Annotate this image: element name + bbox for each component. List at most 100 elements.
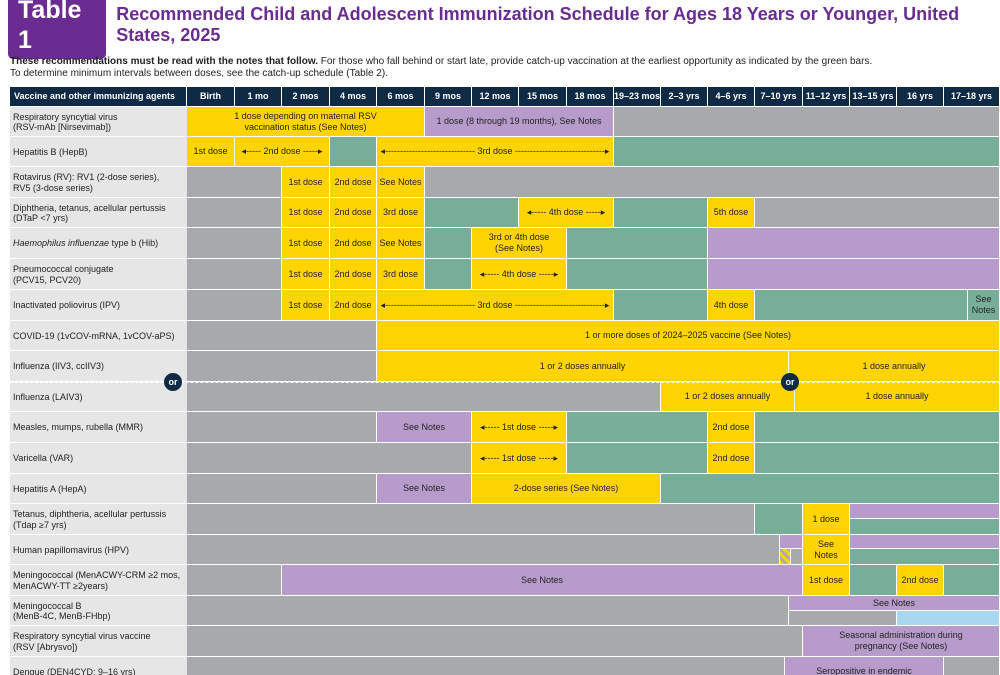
intro-text: These recommendations must be read with …: [10, 56, 995, 80]
cell-r16-c0: [187, 596, 789, 626]
page-title: Recommended Child and Adolescent Immuniz…: [116, 4, 960, 45]
cell-r6-c0: [187, 290, 282, 321]
cell-r15-c2: See Notes: [282, 565, 803, 596]
cell-r4-c8: [567, 228, 708, 259]
cell-r14-c12: [780, 535, 803, 549]
cell-r1-c1: ◂----- 2nd dose -----▸: [235, 137, 330, 167]
vaccine-column-header: Vaccine and other immunizing agents: [10, 87, 187, 106]
cell-r5-c2: 1st dose: [282, 259, 330, 290]
table-badge: Table 1: [8, 0, 107, 59]
row-label-bg: [10, 198, 187, 228]
age-header-6: 12 mos: [472, 87, 519, 106]
row-label-bg: [10, 228, 187, 259]
cell-r6-c12: [755, 290, 968, 321]
vaccine-label-17: Respiratory syncytial virus vaccine (RSV …: [13, 631, 151, 652]
cell-r14-c14: [850, 549, 1000, 565]
row-label-bg: [10, 321, 187, 351]
influenza-divider: [10, 382, 1000, 383]
age-header-16: 17–18 yrs: [944, 87, 1000, 106]
vaccine-label-6: Inactivated poliovirus (IPV): [13, 300, 121, 311]
cell-r9-c10: 1 or 2 doses annually: [661, 382, 795, 412]
cell-r13-c14: [850, 519, 1000, 535]
cell-r14-c14: [850, 535, 1000, 549]
cell-r17-c13: Seasonal administration during pregnancy…: [803, 626, 1000, 657]
age-header-15: 16 yrs: [897, 87, 944, 106]
age-header-5: 9 mos: [425, 87, 472, 106]
cell-r7-c4: 1 or more doses of 2024–2025 vaccine (Se…: [377, 321, 1000, 351]
vaccine-label-10: Measles, mumps, rubella (MMR): [13, 422, 144, 433]
cell-r4-c3: 2nd dose: [330, 228, 377, 259]
cell-r15-c14: [850, 565, 897, 596]
cell-r5-c8: [567, 259, 708, 290]
cell-r5-c3: 2nd dose: [330, 259, 377, 290]
cell-r5-c6: ◂----- 4th dose -----▸: [472, 259, 567, 290]
vaccine-label-1: Hepatitis B (HepB): [13, 146, 88, 157]
cell-r13-c12: [755, 504, 803, 535]
or-badge-left: or: [164, 373, 182, 391]
cell-r7-c0: [187, 321, 377, 351]
row-label-bg: [10, 504, 187, 535]
cell-r6-c4: ◂------------------------------ 3rd dose…: [377, 290, 614, 321]
cell-r10-c6: ◂----- 1st dose -----▸: [472, 412, 567, 443]
cell-r1-c4: ◂------------------------------ 3rd dose…: [377, 137, 614, 167]
age-header-11: 4–6 yrs: [708, 87, 755, 106]
cell-r3-c9: [614, 198, 708, 228]
schedule-table: Vaccine and other immunizing agents Birth…: [10, 87, 1000, 675]
cell-r1-c0: 1st dose: [187, 137, 235, 167]
intro-bold: These recommendations must be read with …: [10, 56, 319, 67]
cell-r18-c12: Seropositive in endemic: [785, 657, 944, 675]
row-label-bg: [10, 474, 187, 504]
row-label-bg: [10, 137, 187, 167]
row-label-bg: [10, 259, 187, 290]
age-header-10: 2–3 yrs: [661, 87, 708, 106]
intro-text2: To determine minimum intervals between d…: [10, 68, 388, 79]
cell-r14-c12: [791, 549, 803, 565]
cell-r10-c12: [755, 412, 1000, 443]
cell-r5-c5: [425, 259, 472, 290]
cell-r3-c4: 3rd dose: [377, 198, 425, 228]
cell-r3-c11: 5th dose: [708, 198, 755, 228]
cell-r9-c0: [187, 382, 661, 412]
age-header-9: 19–23 mos: [614, 87, 661, 106]
vaccine-label-13: Tetanus, diphtheria, acellular pertussis…: [13, 509, 167, 530]
cell-r8-c4: 1 or 2 doses annually: [377, 351, 789, 382]
vaccine-label-3: Diphtheria, tetanus, acellular pertussis…: [13, 202, 166, 224]
vaccine-label-12: Hepatitis A (HepA): [13, 483, 87, 494]
cell-r6-c16: See Notes: [968, 290, 1000, 321]
cell-r15-c13: 1st dose: [803, 565, 850, 596]
cell-r14-c13: See Notes: [803, 535, 850, 565]
vaccine-label-14: Human papillomavirus (HPV): [13, 544, 130, 555]
cell-r12-c4: See Notes: [377, 474, 472, 504]
row-label-bg: [10, 351, 187, 382]
cell-r2-c2: 1st dose: [282, 167, 330, 198]
cell-r12-c6: 2-dose series (See Notes): [472, 474, 661, 504]
cell-r11-c0: [187, 443, 472, 474]
cell-r12-c0: [187, 474, 377, 504]
cell-r16-c15: [897, 611, 1000, 626]
row-label-bg: [10, 565, 187, 596]
cell-r2-c5: [425, 167, 1000, 198]
vaccine-label-5: Pneumococcal conjugate (PCV15, PCV20): [13, 264, 114, 285]
age-header-0: Birth: [187, 87, 235, 106]
cell-r15-c15: 2nd dose: [897, 565, 944, 596]
vaccine-label-4: Haemophilus influenzae type b (Hib): [13, 238, 159, 249]
age-header-4: 6 mos: [377, 87, 425, 106]
age-header-1: 1 mo: [235, 87, 282, 106]
cell-r1-c9: [614, 137, 1000, 167]
cell-r4-c11: [708, 228, 1000, 259]
cell-r3-c7: ◂----- 4th dose -----▸: [519, 198, 614, 228]
cell-r8-c12: 1 dose annually: [789, 351, 1000, 382]
cell-r12-c10: [661, 474, 1000, 504]
row-label-bg: [10, 443, 187, 474]
cell-r17-c0: [187, 626, 803, 657]
vaccine-label-7: COVID-19 (1vCOV-mRNA, 1vCOV-aPS): [13, 330, 175, 341]
cell-r0-c9: [614, 107, 1000, 137]
vaccine-label-8: Influenza (IIV3, ccIIV3): [13, 361, 105, 372]
cell-r11-c12: [755, 443, 1000, 474]
cell-r2-c0: [187, 167, 282, 198]
vaccine-label-0: Respiratory syncytial virus (RSV-mAb [Nir…: [13, 111, 118, 133]
header-row: Vaccine and other immunizing agents Birth…: [10, 87, 1000, 106]
row-label-bg: [10, 412, 187, 443]
cell-r6-c3: 2nd dose: [330, 290, 377, 321]
cell-r2-c3: 2nd dose: [330, 167, 377, 198]
